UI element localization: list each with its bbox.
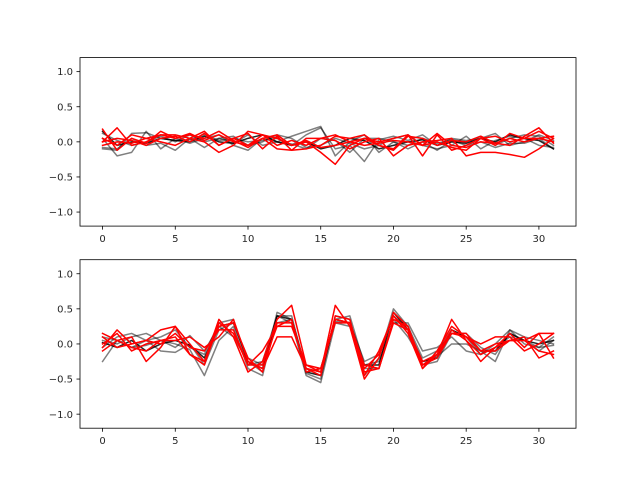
x-tick-label: 30	[533, 436, 546, 447]
x-tick-label: 5	[172, 436, 178, 447]
y-tick-label: 0.5	[57, 304, 73, 315]
series-line-7	[101, 130, 555, 159]
series-line-9	[101, 132, 555, 149]
series-group	[101, 304, 555, 384]
y-tick-label: −0.5	[49, 375, 73, 386]
x-tick-label: 0	[99, 436, 105, 447]
x-tick-label: 10	[242, 436, 255, 447]
x-tick-label: 5	[172, 234, 178, 245]
series-group	[101, 125, 555, 166]
x-tick-label: 30	[533, 234, 546, 245]
y-tick-label: 0.5	[57, 102, 73, 113]
x-tick-label: 25	[460, 234, 473, 245]
x-tick-label: 0	[99, 234, 105, 245]
x-tick-label: 10	[242, 234, 255, 245]
y-tick-label: 1.0	[57, 269, 73, 280]
y-tick-label: 0.0	[57, 137, 73, 148]
y-tick-label: −1.0	[49, 410, 73, 421]
x-tick-label: 20	[387, 436, 400, 447]
x-tick-label: 15	[314, 436, 327, 447]
bottom-chart: 0 5 10 15 20 25 30 −1.0 −0.5 0.0 0.5 1.0	[49, 259, 577, 447]
series-line-5	[101, 304, 555, 380]
y-tick-label: −0.5	[49, 173, 73, 184]
x-tick-label: 25	[460, 436, 473, 447]
x-tick-label: 15	[314, 234, 327, 245]
y-tick-label: 1.0	[57, 67, 73, 78]
y-tick-label: −1.0	[49, 208, 73, 219]
series-line-9	[101, 315, 555, 370]
top-chart: 0 5 10 15 20 25 30 −1.0 −0.5 0.0 0.5 1.0	[49, 57, 577, 245]
x-tick-label: 20	[387, 234, 400, 245]
y-tick-label: 0.0	[57, 340, 73, 351]
